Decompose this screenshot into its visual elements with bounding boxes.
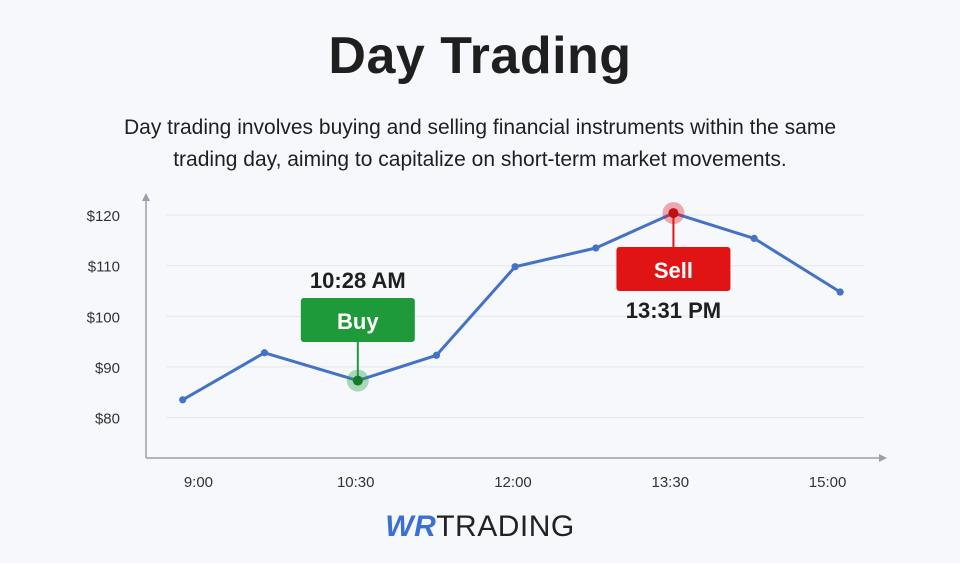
y-tick-label: $110 <box>88 259 120 276</box>
logo-word: TRADING <box>436 510 575 543</box>
logo-mark: WR <box>385 510 437 543</box>
x-tick-label: 10:30 <box>337 474 375 491</box>
price-point <box>592 244 600 252</box>
price-point <box>511 263 519 271</box>
y-tick-label: $100 <box>87 309 120 326</box>
y-tick-label: $90 <box>95 360 120 377</box>
sell-time-label: 13:31 PM <box>626 298 721 323</box>
buy-marker <box>352 375 363 386</box>
y-tick-label: $120 <box>87 208 120 225</box>
y-tick-label: $80 <box>95 411 120 428</box>
price-point <box>432 351 441 359</box>
tick-labels: $80 $90 $100 $110 $120 9:00 10:30 12:00 13:30 15:… <box>87 208 847 491</box>
buy-time-label: 10:28 AM <box>310 268 406 293</box>
page-title: Day Trading <box>328 27 632 85</box>
price-point <box>836 288 844 296</box>
price-point <box>260 349 269 357</box>
x-tick-label: 13:30 <box>652 474 690 491</box>
buy-label: Buy <box>337 309 379 334</box>
x-axis-arrowhead <box>879 454 887 462</box>
price-line <box>181 211 842 402</box>
grid-lines <box>166 214 864 419</box>
sell-label: Sell <box>654 258 693 283</box>
price-point <box>750 234 758 242</box>
axes <box>142 193 887 462</box>
price-point <box>179 396 187 404</box>
y-axis-arrowhead <box>142 193 150 201</box>
x-tick-label: 15:00 <box>809 474 847 491</box>
sell-marker <box>668 208 679 219</box>
sell-label-box <box>616 247 731 291</box>
trade-annotations: Buy 10:28 AM Sell 13:31 PM <box>300 202 731 392</box>
x-tick-label: 9:00 <box>184 474 213 491</box>
price-series <box>179 209 844 404</box>
buy-label-box <box>300 298 415 342</box>
wr-trading-logo: WRTRADING <box>0 510 960 544</box>
x-tick-label: 12:00 <box>494 474 532 491</box>
page-subtitle: Day trading involves buying and selling … <box>123 116 837 171</box>
